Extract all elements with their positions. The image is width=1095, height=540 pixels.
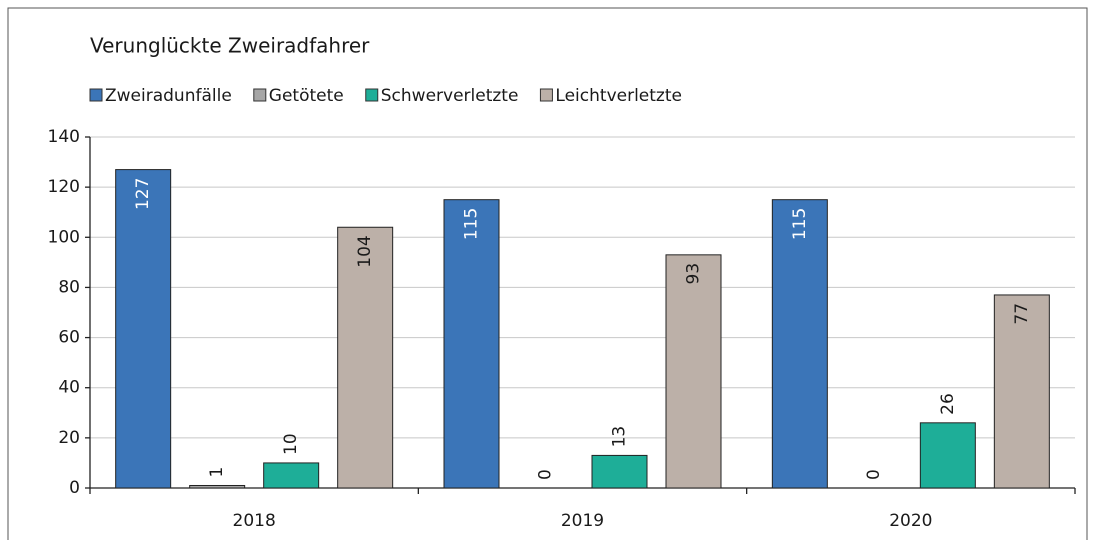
y-tick-label: 40	[58, 378, 80, 398]
x-tick-label: 2018	[233, 511, 276, 531]
y-tick-label: 80	[58, 277, 80, 297]
bar	[337, 226, 394, 489]
frame	[7, 7, 1088, 540]
y-tick-label: 0	[69, 478, 80, 498]
y-tick-label: 120	[48, 177, 80, 197]
data-label: 115	[462, 208, 482, 240]
bar	[665, 254, 722, 489]
bar	[115, 169, 172, 489]
legend-label: Getötete	[269, 86, 344, 106]
chart-title: Verunglückte Zweiradfahrer	[90, 34, 370, 58]
bar	[263, 462, 320, 489]
legend-swatch	[365, 88, 379, 102]
legend-swatch	[89, 88, 103, 102]
y-tick-label: 20	[58, 428, 80, 448]
data-label: 127	[133, 178, 153, 210]
legend-label: Schwerverletzte	[381, 86, 519, 106]
legend-swatch	[539, 88, 553, 102]
bar	[591, 454, 648, 489]
x-tick-label: 2019	[561, 511, 604, 531]
bar	[919, 422, 976, 489]
data-label: 1	[207, 467, 227, 478]
data-label: 0	[536, 469, 556, 480]
x-tick-label: 2020	[889, 511, 932, 531]
data-label: 0	[864, 469, 884, 480]
data-label: 93	[684, 263, 704, 285]
bar	[189, 484, 246, 489]
data-label: 104	[355, 235, 375, 267]
data-label: 26	[938, 393, 958, 415]
y-tick-label: 60	[58, 328, 80, 348]
legend-swatch	[253, 88, 267, 102]
data-label: 115	[790, 208, 810, 240]
data-label: 13	[610, 426, 630, 448]
data-label: 10	[281, 433, 301, 455]
legend-label: Leichtverletzte	[555, 86, 682, 106]
bar	[443, 199, 500, 489]
bar	[771, 199, 828, 489]
bar	[993, 294, 1050, 489]
data-label: 77	[1012, 303, 1032, 325]
y-tick-label: 100	[48, 227, 80, 247]
y-tick-label: 140	[48, 127, 80, 147]
legend-label: Zweiradunfälle	[105, 86, 232, 106]
